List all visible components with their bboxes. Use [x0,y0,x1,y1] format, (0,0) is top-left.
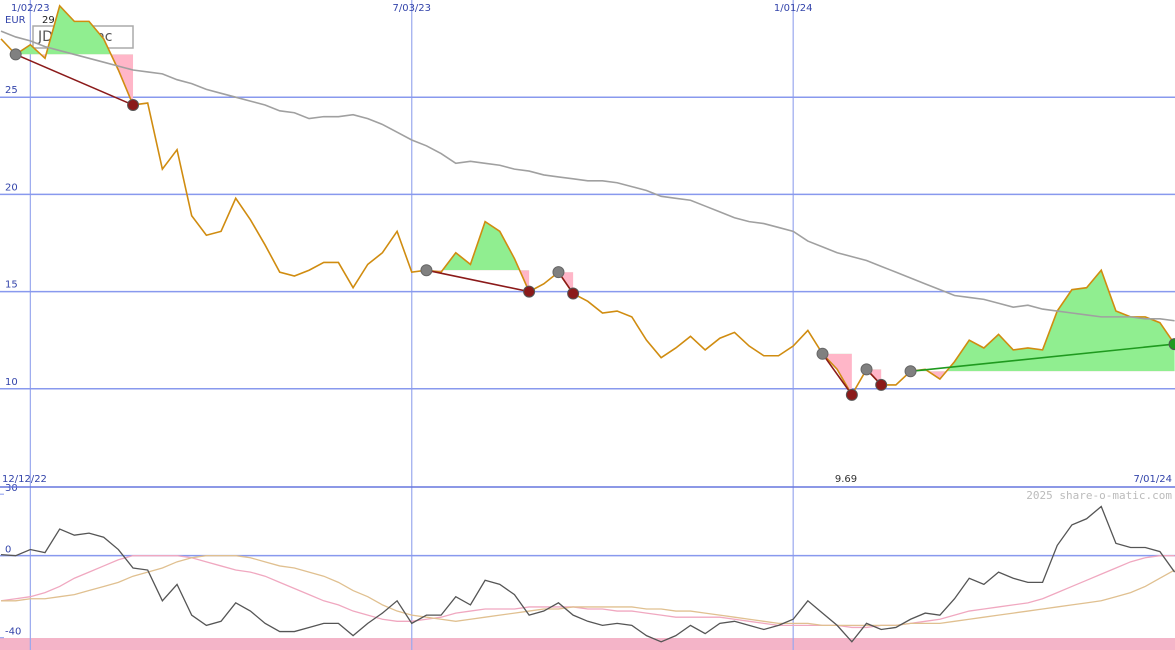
low-label: 9.69 [835,474,857,485]
indicator-line [1,555,1175,627]
y-tick-label: 10 [5,377,18,388]
trend-start [420,264,433,277]
end-label: 7/01/24 [1133,474,1172,485]
trend-end [567,287,580,300]
x-tick-label: 7/03/23 [392,3,431,14]
trend-end [127,98,140,111]
indicator-line [0,505,1175,643]
y-tick-label: -40 [5,627,21,638]
high-label: 29. [42,15,58,26]
trend-area [822,353,852,395]
trend-line [15,53,134,106]
trend-end [845,388,858,401]
credit: 2025 share-o-matic.com [1026,489,1172,502]
indicator-line [0,555,1175,629]
trend-start [816,347,829,360]
trend-area [15,5,134,55]
trend-line [821,353,853,396]
y-tick-label: 25 [5,85,18,96]
trend-end [875,378,888,391]
currency: EUR [5,15,26,26]
trend-start [552,266,565,279]
y-tick-label: 0 [5,545,11,556]
trend-area [910,270,1175,372]
trend-line [426,269,530,293]
start-label: 12/12/22 [2,474,47,485]
trend-start [904,365,917,378]
trend-line [910,343,1175,373]
price-line [0,4,1175,397]
y-tick-label: 30 [5,483,18,494]
volume-strip [0,638,1175,650]
y-tick-label: 15 [5,280,18,291]
y-tick-label: 20 [5,182,18,193]
trend-start [9,48,22,61]
trend-area [910,371,1175,380]
x-tick-label: 1/02/23 [11,3,50,14]
trend-end [523,285,536,298]
price-line [0,30,1175,322]
trend-area [15,54,134,105]
x-tick-label: 1/01/24 [774,3,813,14]
trend-start [860,363,873,376]
